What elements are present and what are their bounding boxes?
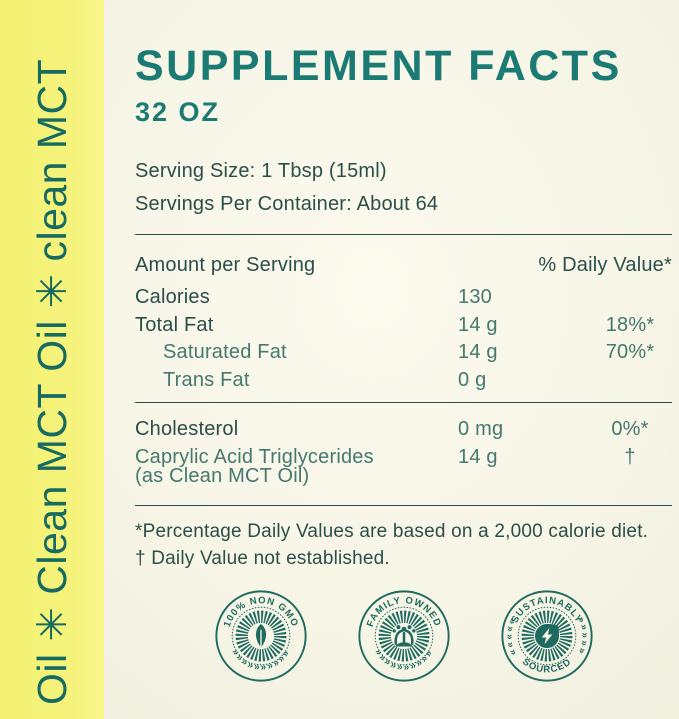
sunburst [378, 610, 429, 661]
row-label-line2: (as Clean MCT Oil) [135, 465, 310, 487]
svg-text:»»»»»»»»»»: »»»»»»»»»» [372, 647, 436, 673]
lightning-bolt-icon [534, 623, 559, 648]
badges-row: 100% NON GMO »»»»»»»»»» [135, 588, 672, 684]
facts-panel: SUPPLEMENT FACTS 32 OZ Serving Size: 1 T… [135, 0, 672, 684]
table-row: Cholesterol 0 mg 0%* [135, 416, 672, 444]
svg-text:SOURCED: SOURCED [520, 656, 574, 675]
row-label: Trans Fat [163, 368, 250, 391]
table-row: Saturated Fat 14 g 70%* [135, 339, 672, 367]
chevron-arc: »»»»»»»»»» [372, 647, 434, 673]
table-row: Trans Fat 0 g [135, 367, 672, 395]
dotted-ring [517, 606, 576, 665]
badge-sustainably-sourced: SUSTAINABLY SOURCED ««««« »»»»» [500, 589, 593, 682]
dagger-footnote: † Daily Value not established. [135, 547, 390, 569]
family-icon [391, 624, 416, 647]
serving-size-line: Serving Size: 1 Tbsp (15ml) [135, 160, 387, 182]
facts-rows-secondary: Cholesterol 0 mg 0%* Caprylic Acid Trigl… [135, 416, 672, 487]
row-label: Calories [135, 286, 210, 308]
divider [135, 234, 672, 235]
product-size: 32 OZ [135, 97, 221, 127]
table-row: Caprylic Acid Triglycerides (as Clean MC… [135, 445, 672, 487]
page-title: SUPPLEMENT FACTS [135, 42, 622, 90]
leaf-icon [255, 623, 266, 648]
daily-value-header: % Daily Value* [538, 254, 672, 276]
row-daily-value: 18%* [605, 313, 655, 336]
row-daily-value: † [624, 445, 636, 468]
svg-text:»»»»»»»»»»: »»»»»»»»»» [229, 647, 293, 673]
table-row: Calories 130 [135, 284, 672, 312]
dotted-ring [231, 606, 290, 665]
row-label: Cholesterol [135, 418, 239, 440]
outer-ring [357, 589, 450, 682]
chevron-arc-right: »»»»» [574, 614, 588, 656]
chevron-arc: »»»»»»»»»» [229, 647, 291, 673]
row-amount: 0 g [458, 368, 487, 391]
row-amount: 0 mg [458, 418, 504, 440]
sunburst [235, 610, 286, 661]
badge-non-gmo: 100% NON GMO »»»»»»»»»» [214, 589, 307, 682]
servings-per-container-line: Servings Per Container: About 64 [135, 193, 439, 215]
badge-family-owned: FAMILY OWNED »»»»»»»»»» [357, 589, 450, 682]
svg-text:»»»»»: »»»»» [574, 614, 589, 656]
sunburst [521, 610, 572, 661]
facts-rows-primary: Calories 130 Total Fat 14 g 18%* Saturat… [135, 284, 672, 394]
row-amount: 14 g [458, 445, 498, 468]
table-header-row: Amount per Serving % Daily Value* [135, 252, 672, 278]
row-amount: 14 g [458, 341, 498, 363]
serving-info: Serving Size: 1 Tbsp (15ml) Servings Per… [135, 155, 672, 221]
brand-strip: Oil ✳ Clean MCT Oil ✳ clean MCT [0, 0, 104, 719]
outer-ring [214, 589, 307, 682]
daily-value-footnote: *Percentage Daily Values are based on a … [135, 520, 649, 542]
divider [135, 504, 672, 506]
row-label: Saturated Fat [163, 341, 287, 363]
row-label: Caprylic Acid Triglycerides (as Clean MC… [135, 445, 458, 487]
vertical-brand-text: Oil ✳ Clean MCT Oil ✳ clean MCT [29, 58, 75, 705]
table-row: Total Fat 14 g 18%* [135, 312, 672, 340]
row-label-line1: Caprylic Acid Triglycerides [135, 445, 374, 468]
outer-ring [500, 589, 593, 682]
row-amount: 130 [458, 286, 492, 308]
chevron-arc-left: ««««« [503, 614, 517, 656]
row-daily-value: 70%* [605, 341, 655, 363]
svg-text:«««««: ««««« [503, 614, 518, 656]
divider [135, 402, 672, 403]
row-label: Total Fat [135, 313, 214, 336]
amount-per-serving-header: Amount per Serving [135, 254, 316, 276]
badge-bottom-text: SOURCED [520, 656, 573, 675]
dotted-ring [374, 606, 433, 665]
footnotes: *Percentage Daily Values are based on a … [135, 518, 672, 572]
row-amount: 14 g [458, 313, 498, 336]
row-daily-value: 0%* [611, 418, 649, 440]
